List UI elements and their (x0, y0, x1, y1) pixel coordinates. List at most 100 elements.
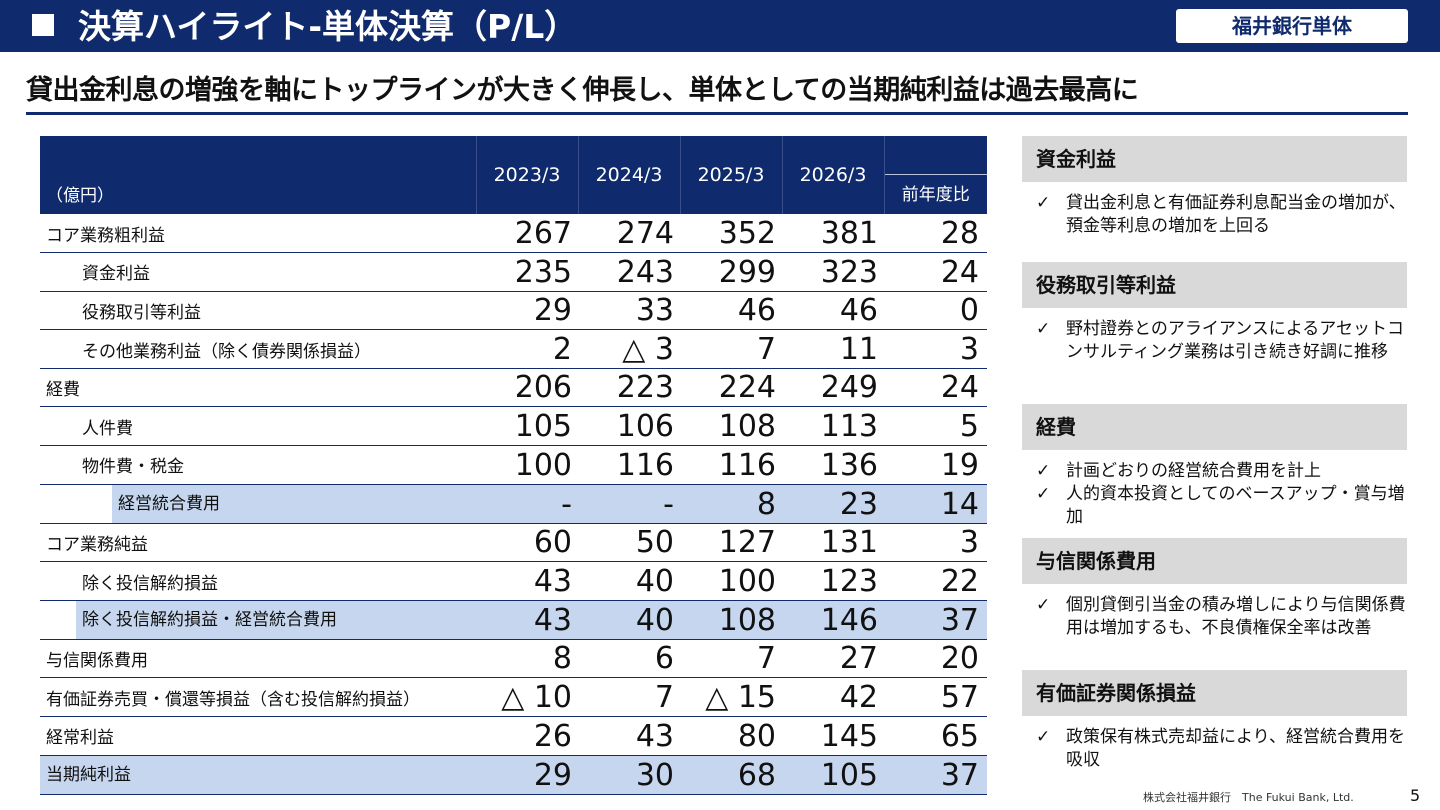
value-cell: 223 (578, 368, 680, 408)
side-section: 経費 ✓ 計画どおりの経営統合費用を計上 ✓ 人的資本投資としてのベースアップ・賞与増加 (1022, 404, 1407, 529)
value-cell: 274 (578, 214, 680, 254)
table-row: コア業務純益 60 50 127 131 3 (40, 523, 987, 563)
row-label: その他業務利益（除く債券関係損益） (40, 329, 476, 369)
side-bullet-text: 野村證券とのアライアンスによるアセットコンサルティング業務は引き続き好調に推移 (1066, 319, 1404, 362)
yoy-cell: 24 (884, 368, 987, 408)
row-label-text: 人件費 (82, 418, 133, 439)
value-cell: 40 (578, 600, 680, 640)
value-cell: 323 (782, 252, 884, 292)
side-section-title: 役務取引等利益 (1022, 262, 1407, 308)
value-cell: 7 (578, 677, 680, 718)
side-bullet-text: 個別貸倒引当金の積み増しにより与信関係費用は増加するも、不良債権保全率は改善 (1066, 595, 1406, 638)
side-bullet-item: ✓ 人的資本投資としてのベースアップ・賞与増加 (1022, 483, 1407, 529)
check-icon: ✓ (1036, 193, 1051, 213)
row-label: 除く投信解約損益 (40, 561, 476, 601)
bank-label-box: 福井銀行単体 (1174, 7, 1410, 45)
slide-title: 決算ハイライト-単体決算（P/L） (32, 6, 577, 48)
value-cell: 105 (782, 755, 884, 795)
row-label-text: 資金利益 (82, 264, 150, 285)
yoy-cell: 19 (884, 445, 987, 485)
value-cell: 224 (680, 368, 782, 408)
row-label-text: その他業務利益（除く債券関係損益） (82, 341, 371, 362)
value-cell: △ 3 (578, 329, 680, 369)
row-label: 当期純利益 (40, 755, 476, 795)
yoy-cell: 22 (884, 561, 987, 601)
value-cell: 46 (680, 291, 782, 331)
side-section-title: 資金利益 (1022, 136, 1407, 182)
value-cell: 40 (578, 561, 680, 601)
value-cell: 2 (476, 329, 578, 369)
yoy-cell: 65 (884, 716, 987, 756)
value-cell: 26 (476, 716, 578, 756)
value-cell: 7 (680, 329, 782, 369)
value-cell: - (578, 484, 680, 524)
value-cell: 381 (782, 214, 884, 254)
value-cell: 33 (578, 291, 680, 331)
value-cell: 235 (476, 252, 578, 292)
row-label: コア業務純益 (40, 523, 476, 563)
row-label-text: 経常利益 (46, 728, 114, 749)
table-row: 人件費 105 106 108 113 5 (40, 406, 987, 447)
table-row: 与信関係費用 8 6 7 27 20 (40, 639, 987, 679)
side-section-title: 与信関係費用 (1022, 538, 1407, 584)
side-bullet-item: ✓ 政策保有株式売却益により、経営統合費用を吸収 (1022, 726, 1407, 772)
yoy-cell: 37 (884, 600, 987, 640)
value-cell: 123 (782, 561, 884, 601)
side-bullet-text: 計画どおりの経営統合費用を計上 (1066, 461, 1321, 481)
yoy-cell: 5 (884, 406, 987, 447)
value-cell: 131 (782, 523, 884, 563)
value-cell: 29 (476, 755, 578, 795)
value-cell: 50 (578, 523, 680, 563)
value-cell: 100 (680, 561, 782, 601)
bank-label: 福井銀行単体 (1232, 14, 1352, 38)
yoy-cell: 3 (884, 523, 987, 563)
table-row: 資金利益 235 243 299 323 24 (40, 252, 987, 292)
value-cell: 8 (476, 639, 578, 679)
value-cell: 267 (476, 214, 578, 254)
table-header-row: （億円） 2023/3 2024/3 2025/3 2026/3 前年度比 (40, 136, 987, 214)
side-section: 有価証券関係損益 ✓ 政策保有株式売却益により、経営統合費用を吸収 (1022, 670, 1407, 772)
side-bullet-text: 人的資本投資としてのベースアップ・賞与増加 (1066, 484, 1405, 527)
table-row: 当期純利益 29 30 68 105 37 (40, 755, 987, 795)
value-cell: 80 (680, 716, 782, 756)
value-cell: 243 (578, 252, 680, 292)
row-label-text: コア業務粗利益 (46, 225, 165, 246)
row-label: コア業務粗利益 (40, 214, 476, 254)
table-row: 物件費・税金 100 116 116 136 19 (40, 445, 987, 485)
year-header: 2023/3 (475, 136, 578, 214)
value-cell: 352 (680, 214, 782, 254)
slide-title-text: 決算ハイライト-単体決算（P/L） (78, 7, 578, 46)
check-icon: ✓ (1036, 319, 1051, 339)
value-cell: 30 (578, 755, 680, 795)
value-cell: 299 (680, 252, 782, 292)
value-cell: 116 (680, 445, 782, 485)
value-cell: 27 (782, 639, 884, 679)
value-cell: 106 (578, 406, 680, 447)
value-cell: 108 (680, 406, 782, 447)
yoy-cell: 28 (884, 214, 987, 254)
row-label: 経費 (40, 368, 476, 408)
row-label-text: 物件費・税金 (82, 457, 184, 478)
check-icon: ✓ (1036, 484, 1051, 504)
value-cell: 206 (476, 368, 578, 408)
page-number: 5 (1410, 786, 1421, 805)
table-row: その他業務利益（除く債券関係損益） 2 △ 3 7 11 3 (40, 329, 987, 369)
yoy-cell: 20 (884, 639, 987, 679)
value-cell: 249 (782, 368, 884, 408)
table-row: 有価証券売買・償還等損益（含む投信解約損益） △ 10 7 △ 15 42 57 (40, 677, 987, 718)
value-cell: 113 (782, 406, 884, 447)
row-label: 人件費 (40, 406, 476, 447)
value-cell: 29 (476, 291, 578, 331)
slide-subtitle: 貸出金利息の増強を軸にトップラインが大きく伸長し、単体としての当期純利益は過去最… (26, 75, 1139, 106)
value-cell: 43 (476, 600, 578, 640)
row-label: 物件費・税金 (40, 445, 476, 485)
yoy-cell: 37 (884, 755, 987, 795)
value-cell: 127 (680, 523, 782, 563)
check-icon: ✓ (1036, 461, 1051, 481)
row-label-text: 除く投信解約損益・経営統合費用 (76, 600, 476, 639)
row-label: 経営統合費用 (40, 484, 476, 524)
row-label-text: 除く投信解約損益 (82, 573, 218, 594)
side-section: 資金利益 ✓ 貸出金利息と有価証券利息配当金の増加が、預金等利息の増加を上回る (1022, 136, 1407, 238)
year-header: 2025/3 (679, 136, 782, 214)
row-label: 有価証券売買・償還等損益（含む投信解約損益） (40, 677, 476, 718)
